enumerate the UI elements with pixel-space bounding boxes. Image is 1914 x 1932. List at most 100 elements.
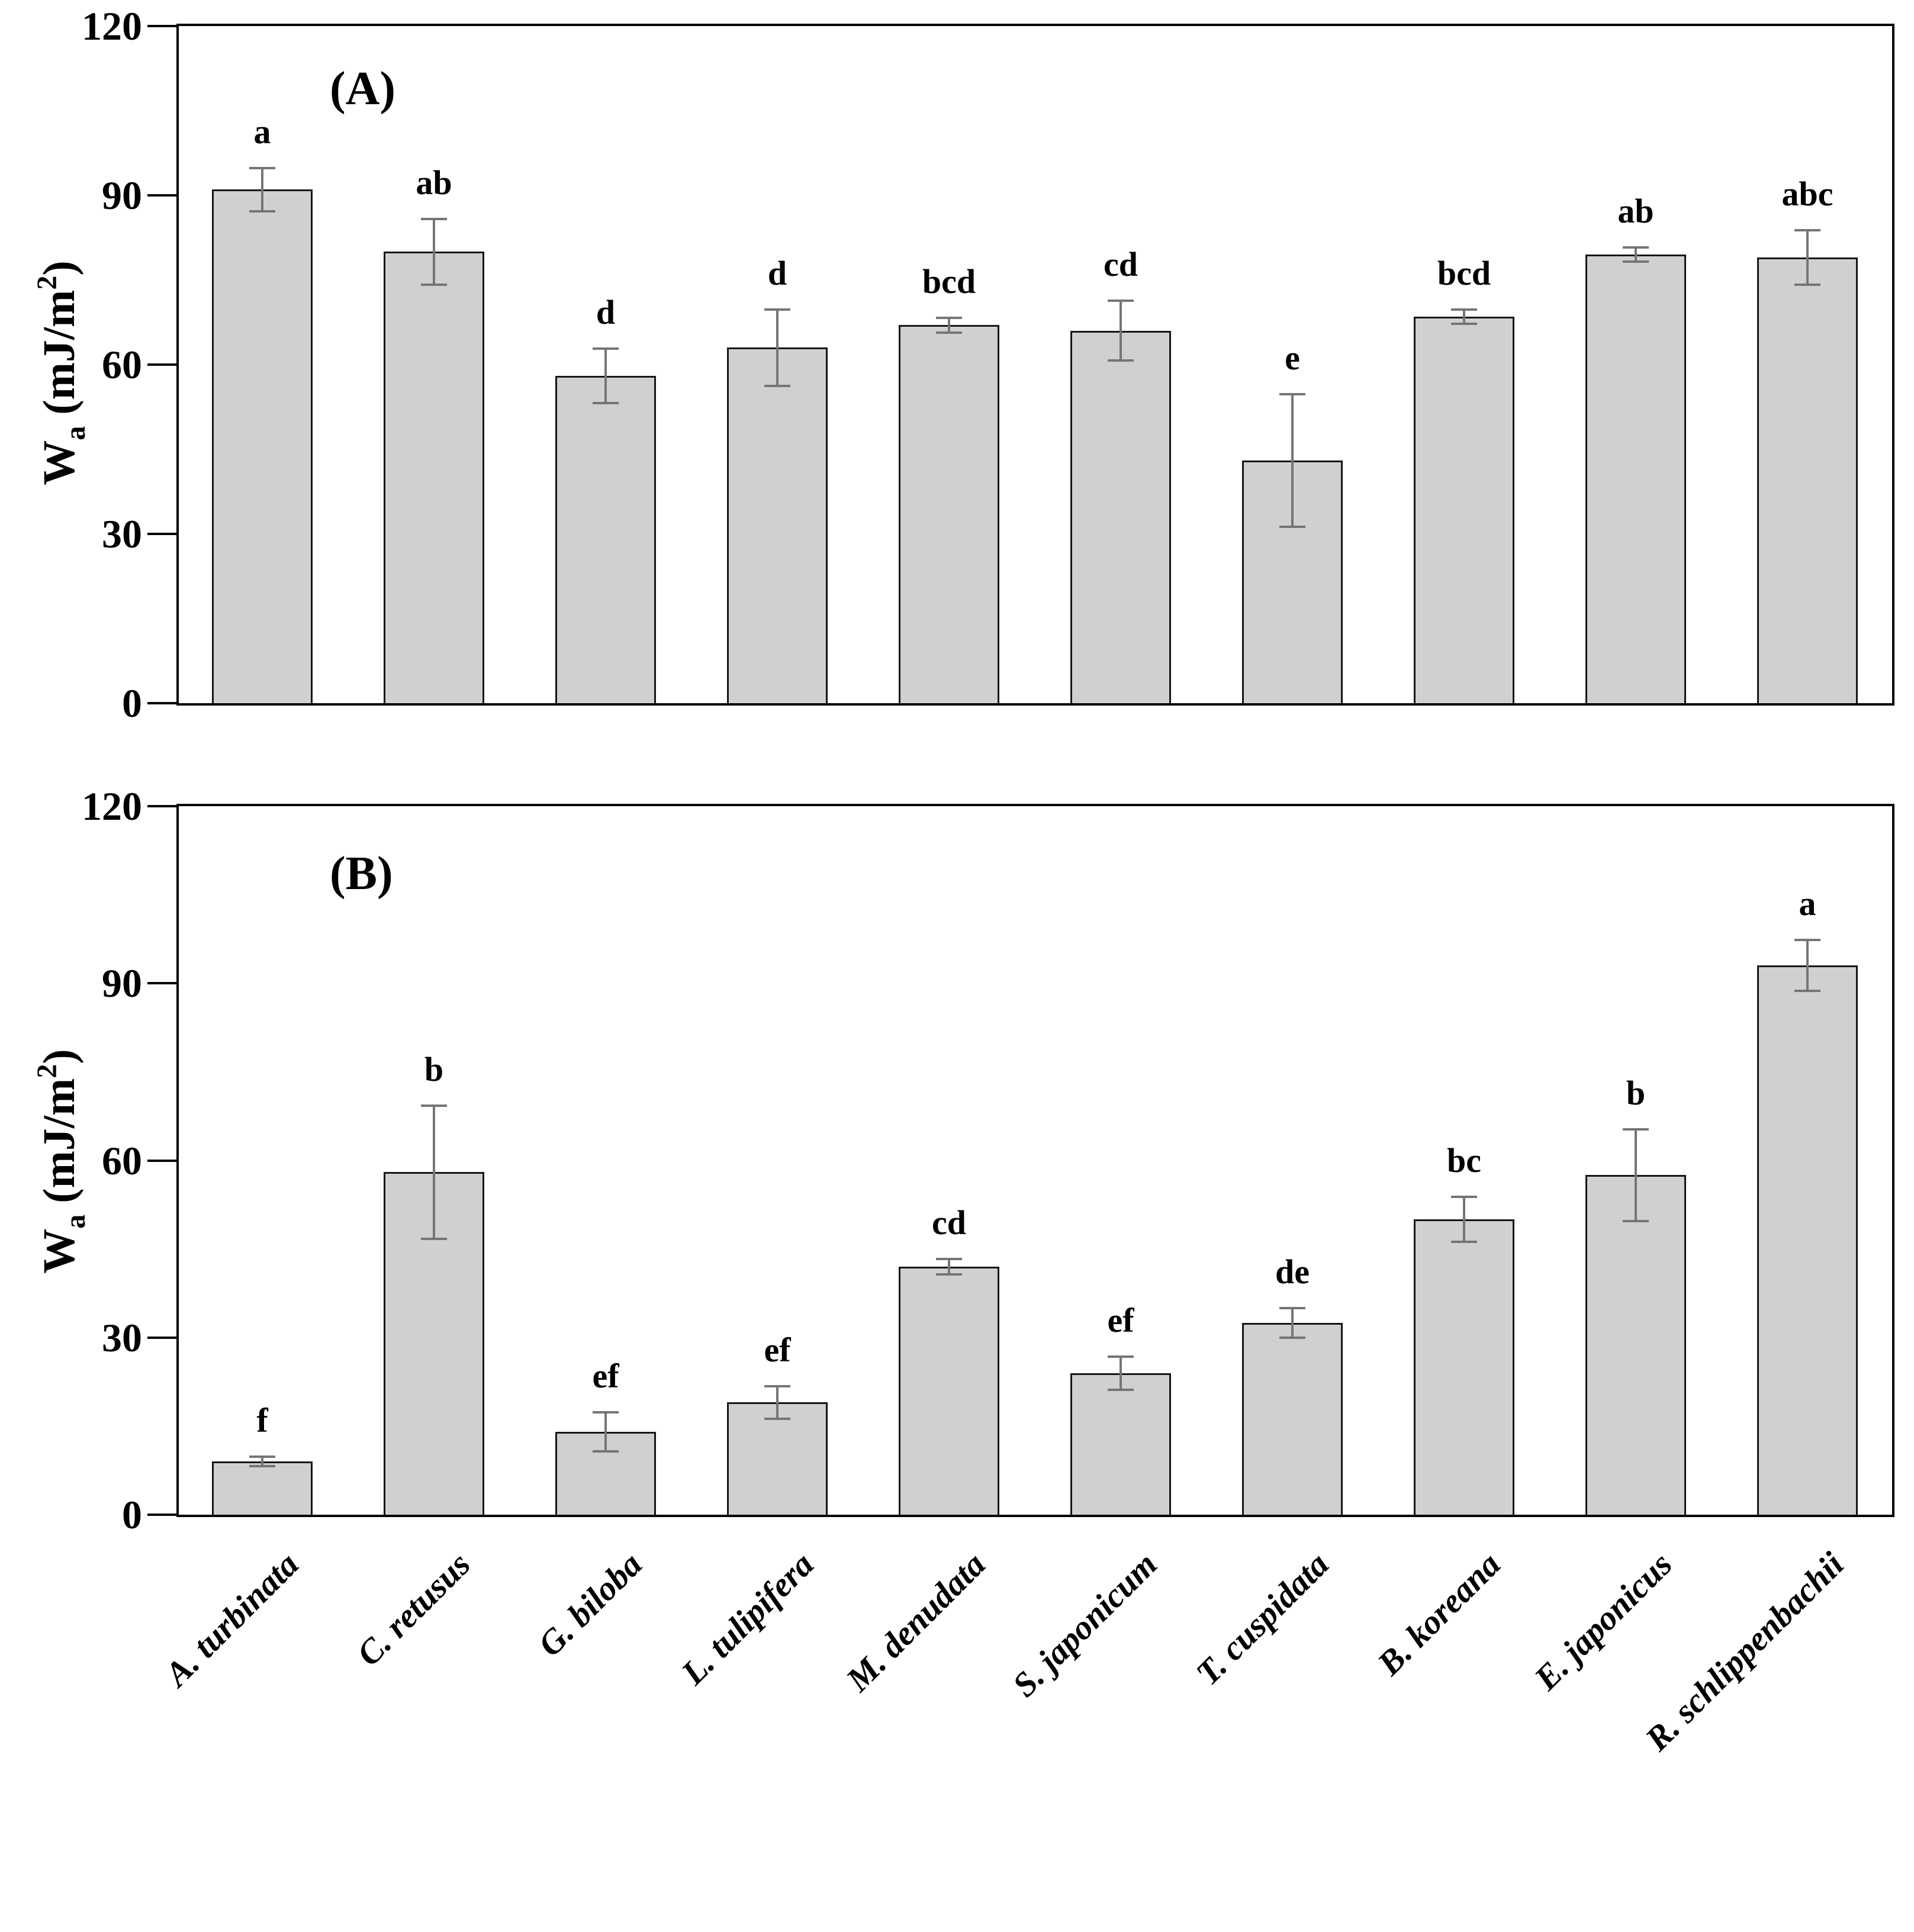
- error-bar-part: [1279, 1336, 1305, 1339]
- x-category-label-2: C. retusus: [349, 1544, 478, 1673]
- error-bar-part: [1623, 260, 1649, 263]
- significance-letter-b-10: a: [1799, 884, 1816, 923]
- significance-letter-a-10: abc: [1781, 175, 1833, 214]
- bar-b-6: [1070, 1373, 1171, 1515]
- error-bar-a-1: [249, 167, 275, 212]
- error-bar-part: [1120, 1355, 1122, 1391]
- y-tick-mark-0: [147, 1514, 176, 1516]
- error-bar-part: [261, 167, 263, 212]
- x-category-label-3: G. biloba: [530, 1544, 649, 1664]
- significance-letter-a-7: e: [1285, 338, 1300, 377]
- error-bar-part: [261, 1456, 263, 1468]
- error-bar-part: [776, 308, 779, 388]
- two-panel-bar-chart-figure: Wa (mJ/m2) (A) 0 30 60 90 120 a ab d d bcd cd e bcd a…: [18, 6, 1894, 1759]
- error-bar-part: [764, 1384, 790, 1387]
- error-bar-part: [593, 347, 619, 350]
- y-tick-mark-90: [147, 194, 176, 197]
- x-category-label-8: B. koreana: [1370, 1544, 1508, 1683]
- error-bar-part: [1291, 392, 1294, 529]
- error-bar-part: [1794, 990, 1820, 993]
- error-bar-part: [764, 308, 790, 311]
- significance-letter-a-1: a: [253, 112, 271, 152]
- y-tick-label-60: 60: [102, 1138, 142, 1183]
- y-tick-mark-0: [147, 702, 176, 704]
- significance-letter-b-5: cd: [932, 1203, 966, 1242]
- y-tick-label-30: 30: [102, 511, 142, 556]
- error-bar-part: [421, 1104, 447, 1107]
- error-bar-part: [421, 1238, 447, 1241]
- error-bar-part: [249, 1456, 275, 1458]
- error-bar-b-3: [593, 1411, 619, 1453]
- y-tick-label-0: 0: [122, 1492, 142, 1537]
- error-bar-b-1: [249, 1456, 275, 1468]
- error-bar-part: [764, 385, 790, 388]
- error-bar-part: [1279, 1306, 1305, 1309]
- error-bar-part: [433, 218, 435, 286]
- error-bar-part: [1463, 1196, 1465, 1244]
- error-bar-part: [936, 1258, 962, 1261]
- error-bar-b-2: [421, 1104, 447, 1241]
- bar-a-4: [727, 347, 828, 703]
- y-axis-subscript: a: [60, 1214, 91, 1229]
- error-bar-part: [1108, 300, 1134, 302]
- error-bar-part: [1108, 1388, 1134, 1391]
- x-category-label-10: R. schlippenbachii: [1638, 1544, 1851, 1759]
- y-tick-label-90: 90: [102, 173, 142, 218]
- significance-letter-a-9: ab: [1617, 191, 1654, 230]
- y-tick-label-0: 0: [122, 681, 142, 726]
- y-axis-units: (mJ/m: [34, 1078, 84, 1215]
- significance-letter-b-4: ef: [764, 1330, 791, 1369]
- significance-letter-b-2: b: [424, 1049, 444, 1089]
- y-tick-label-30: 30: [102, 1315, 142, 1360]
- error-bar-part: [948, 1258, 950, 1276]
- significance-letter-b-9: b: [1626, 1073, 1646, 1112]
- error-bar-a-5: [936, 316, 962, 334]
- x-category-label-5: M. denudata: [838, 1544, 993, 1699]
- error-bar-part: [1623, 246, 1649, 249]
- bar-a-6: [1070, 330, 1171, 703]
- error-bar-part: [1120, 300, 1122, 362]
- significance-letter-a-8: bcd: [1437, 253, 1491, 292]
- error-bar-part: [1623, 1220, 1649, 1223]
- y-axis-title-panel-b: Wa (mJ/m2): [18, 806, 91, 1516]
- error-bar-part: [249, 167, 275, 170]
- bar-a-1: [212, 189, 313, 703]
- significance-letter-b-3: ef: [592, 1357, 619, 1396]
- bar-b-8: [1414, 1219, 1514, 1515]
- error-bar-b-9: [1623, 1128, 1649, 1223]
- error-bar-b-5: [936, 1258, 962, 1276]
- bar-b-10: [1757, 965, 1858, 1515]
- x-category-label-9: E. japonicus: [1526, 1544, 1680, 1698]
- bar-a-8: [1414, 316, 1514, 703]
- error-bar-part: [1635, 1128, 1637, 1223]
- y-axis-superscript: 2: [31, 1064, 63, 1078]
- bar-b-9: [1585, 1175, 1686, 1515]
- error-bar-part: [1794, 939, 1820, 942]
- x-category-label-4: L. tulipifera: [674, 1544, 821, 1692]
- bar-b-7: [1242, 1322, 1343, 1515]
- panel-b-plot-area: (B) 0 30 60 90 120 f b ef ef cd ef de bc b a: [82, 786, 1894, 1535]
- y-axis-title-panel-a: Wa (mJ/m2): [18, 18, 91, 728]
- error-bar-a-2: [421, 218, 447, 286]
- error-bar-part: [1794, 283, 1820, 286]
- panel-a-plot-area: (A) 0 30 60 90 120 a ab d d bcd cd e bcd ab abc: [82, 6, 1894, 723]
- significance-letter-a-4: d: [767, 253, 787, 292]
- error-bar-part: [1108, 1355, 1134, 1358]
- error-bar-part: [948, 316, 950, 334]
- error-bar-b-10: [1794, 939, 1820, 993]
- bar-a-10: [1757, 257, 1858, 703]
- error-bar-b-7: [1279, 1306, 1305, 1339]
- error-bar-part: [1108, 359, 1134, 362]
- bar-a-9: [1585, 255, 1686, 703]
- error-bar-part: [776, 1384, 779, 1421]
- bar-b-1: [212, 1461, 313, 1515]
- y-tick-mark-60: [147, 1159, 176, 1162]
- y-tick-mark-30: [147, 1336, 176, 1339]
- error-bar-part: [1279, 526, 1305, 529]
- x-category-label-6: S. japonicum: [1005, 1544, 1165, 1705]
- bar-a-5: [899, 325, 999, 703]
- error-bar-part: [1451, 323, 1477, 326]
- error-bar-part: [433, 1104, 435, 1241]
- y-axis-symbol: W: [34, 1228, 84, 1274]
- significance-letter-a-6: cd: [1104, 245, 1138, 284]
